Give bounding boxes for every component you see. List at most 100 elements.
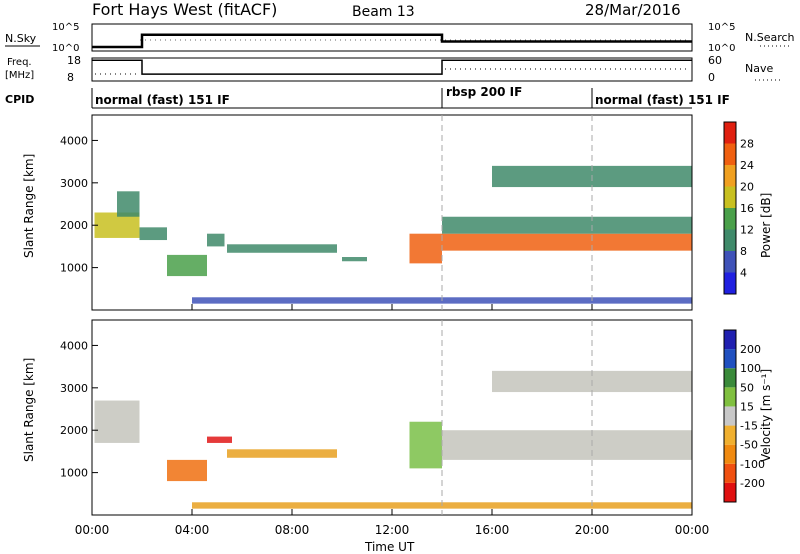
y-tick-label: 3000 [60, 382, 88, 395]
cpid-panel: CPID normal (fast) 151 IF rbsp 200 IF no… [5, 85, 730, 109]
colorbar-segment [724, 272, 736, 294]
velocity-y-axis: 1000 2000 3000 4000 [60, 339, 98, 480]
colorbar-segment [724, 425, 736, 445]
colorbar-tick-label: -15 [740, 420, 758, 433]
power-colorbar-label: Power [dB] [759, 193, 773, 258]
colorbar-tick-label: 100 [740, 362, 761, 375]
colorbar-segment [724, 368, 736, 388]
velocity-colorbar-label: Velocity [m s⁻¹] [759, 369, 773, 462]
colorbar-segment [724, 165, 736, 187]
cpid-segment-3: normal (fast) 151 IF [595, 93, 730, 107]
nsky-series [92, 33, 692, 49]
velocity-echo-1 [167, 459, 207, 482]
y-tick-label: 4000 [60, 339, 88, 352]
power-colorbar: 4 8 12 16 20 24 28 [723, 121, 754, 295]
colorbar-tick-label: 16 [740, 202, 754, 215]
x-tick-label: 16:00 [475, 523, 510, 537]
power-data [94, 165, 692, 304]
cpid-label: CPID [5, 93, 34, 106]
x-tick-label: 08:00 [275, 523, 310, 537]
x-tick-label: 00:00 [675, 523, 710, 537]
power-ylabel: Slant Range [km] [22, 154, 36, 258]
colorbar-tick-label: 20 [740, 181, 754, 194]
station-title: Fort Hays West (fitACF) [92, 0, 277, 19]
colorbar-segment [724, 463, 736, 483]
velocity-echo-3 [227, 449, 337, 458]
colorbar-tick-label: 8 [740, 245, 747, 258]
noise-right-tick-bottom: 10^0 [708, 43, 735, 54]
power-y-axis: 1000 2000 3000 4000 [60, 134, 98, 275]
colorbar-tick-label: 4 [740, 267, 747, 280]
colorbar-segment [724, 330, 736, 350]
time-axis: 00:00 04:00 08:00 12:00 16:00 20:00 00:00 [75, 304, 710, 537]
velocity-echo-0 [94, 400, 140, 443]
colorbar-tick-label: 12 [740, 224, 754, 237]
velocity-ylabel: Slant Range [km] [22, 358, 36, 462]
colorbar-segment [724, 387, 736, 407]
power-echo-5 [227, 244, 337, 253]
velocity-panel: 1000 2000 3000 4000 Slant Range [km] -200 -1… [22, 319, 773, 516]
colorbar-frame [723, 121, 737, 295]
power-echo-6 [342, 257, 367, 262]
colorbar-segment [724, 208, 736, 230]
colorbar-tick-label: -50 [740, 439, 758, 452]
cpid-segment-2: rbsp 200 IF [446, 85, 522, 99]
cpid-segment-1: normal (fast) 151 IF [95, 93, 230, 107]
velocity-echo-4 [409, 421, 442, 469]
colorbar-tick-label: -200 [740, 477, 765, 490]
colorbar-segment [724, 122, 736, 144]
freq-label: Freq. [7, 57, 32, 68]
colorbar-tick-label: -100 [740, 458, 765, 471]
colorbar-segment [724, 143, 736, 165]
nsearch-label: N.Search [745, 31, 795, 44]
power-echo-7 [409, 233, 442, 264]
date-label: 28/Mar/2016 [585, 1, 681, 19]
x-tick-label: 12:00 [375, 523, 410, 537]
freq-tick-bottom: 8 [67, 71, 74, 84]
colorbar-segment [724, 444, 736, 464]
power-echo-9 [442, 216, 692, 234]
x-tick-label: 04:00 [175, 523, 210, 537]
colorbar-tick-label: 200 [740, 343, 761, 356]
y-tick-label: 4000 [60, 134, 88, 147]
colorbar-segment [724, 229, 736, 251]
colorbar-tick-label: 15 [740, 400, 754, 413]
nave-tick-top: 60 [708, 54, 722, 67]
colorbar-tick-label: 28 [740, 138, 754, 151]
power-echo-4 [207, 233, 225, 247]
x-tick-label: 20:00 [575, 523, 610, 537]
colorbar-segment [724, 482, 736, 502]
noise-panel: N.Sky N.Search 10^5 10^0 10^5 10^0 [5, 22, 795, 54]
power-echo-3 [167, 254, 207, 277]
noise-left-tick-top: 10^5 [52, 22, 79, 33]
colorbar-segment [724, 349, 736, 369]
colorbar-tick-label: 24 [740, 159, 754, 172]
y-tick-label: 3000 [60, 177, 88, 190]
power-echo-2 [139, 227, 167, 241]
y-tick-label: 1000 [60, 262, 88, 275]
freq-unit: [MHz] [5, 70, 34, 81]
noise-left-tick-bottom: 10^0 [52, 43, 79, 54]
velocity-colorbar: -200 -100 -50 -15 15 50 100 200 [723, 329, 765, 503]
beam-label: Beam 13 [352, 4, 415, 20]
x-tick-label: 00:00 [75, 523, 110, 537]
velocity-echo-5 [442, 430, 692, 460]
colorbar-segment [724, 406, 736, 426]
nave-tick-bottom: 0 [708, 71, 715, 84]
power-echo-1 [117, 191, 140, 217]
freq-tick-top: 18 [67, 54, 81, 67]
nsky-label: N.Sky [5, 32, 37, 45]
colorbar-segment [724, 251, 736, 273]
freq-series [92, 59, 692, 75]
noise-right-tick-top: 10^5 [708, 22, 735, 33]
y-tick-label: 1000 [60, 467, 88, 480]
power-echo-8 [442, 233, 692, 251]
frequency-panel: Freq. [MHz] Nave 18 8 60 0 [5, 54, 780, 84]
colorbar-tick-label: 50 [740, 381, 754, 394]
power-panel: 1000 2000 3000 4000 Slant Range [km] 4 8 12 16… [22, 114, 773, 311]
velocity-echo-2 [207, 436, 232, 443]
colorbar-segment [724, 186, 736, 208]
time-axis-label: Time UT [364, 540, 415, 554]
nave-label: Nave [745, 62, 773, 75]
